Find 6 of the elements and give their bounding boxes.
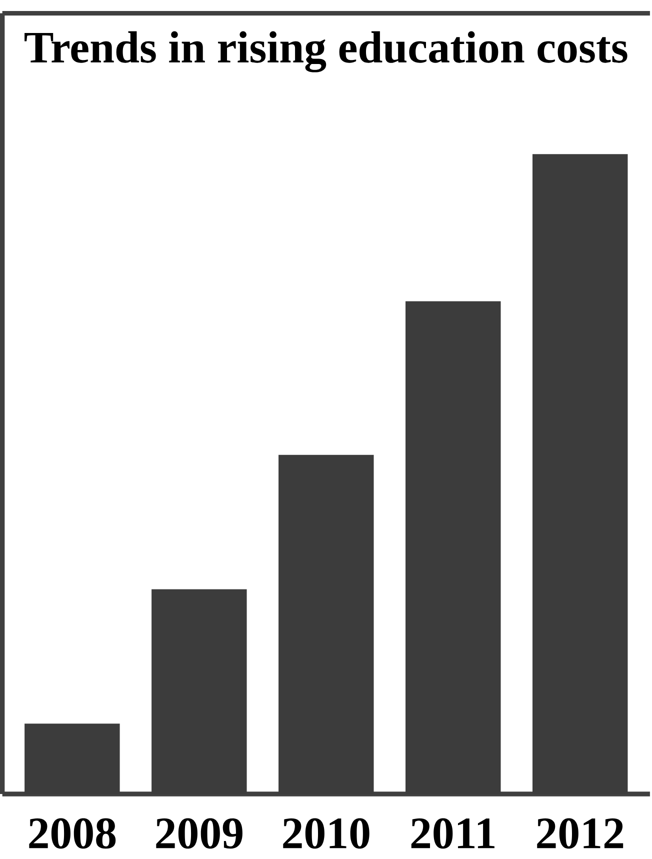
x-tick-label: 2010: [283, 818, 370, 849]
x-tick-label: 2009: [156, 818, 242, 849]
x-tick-label: 2008: [29, 818, 116, 849]
x-tick-label: 2012: [536, 818, 623, 849]
chart-title: Trends in rising education costs: [24, 31, 628, 72]
x-tick-label: 2011: [411, 818, 494, 849]
